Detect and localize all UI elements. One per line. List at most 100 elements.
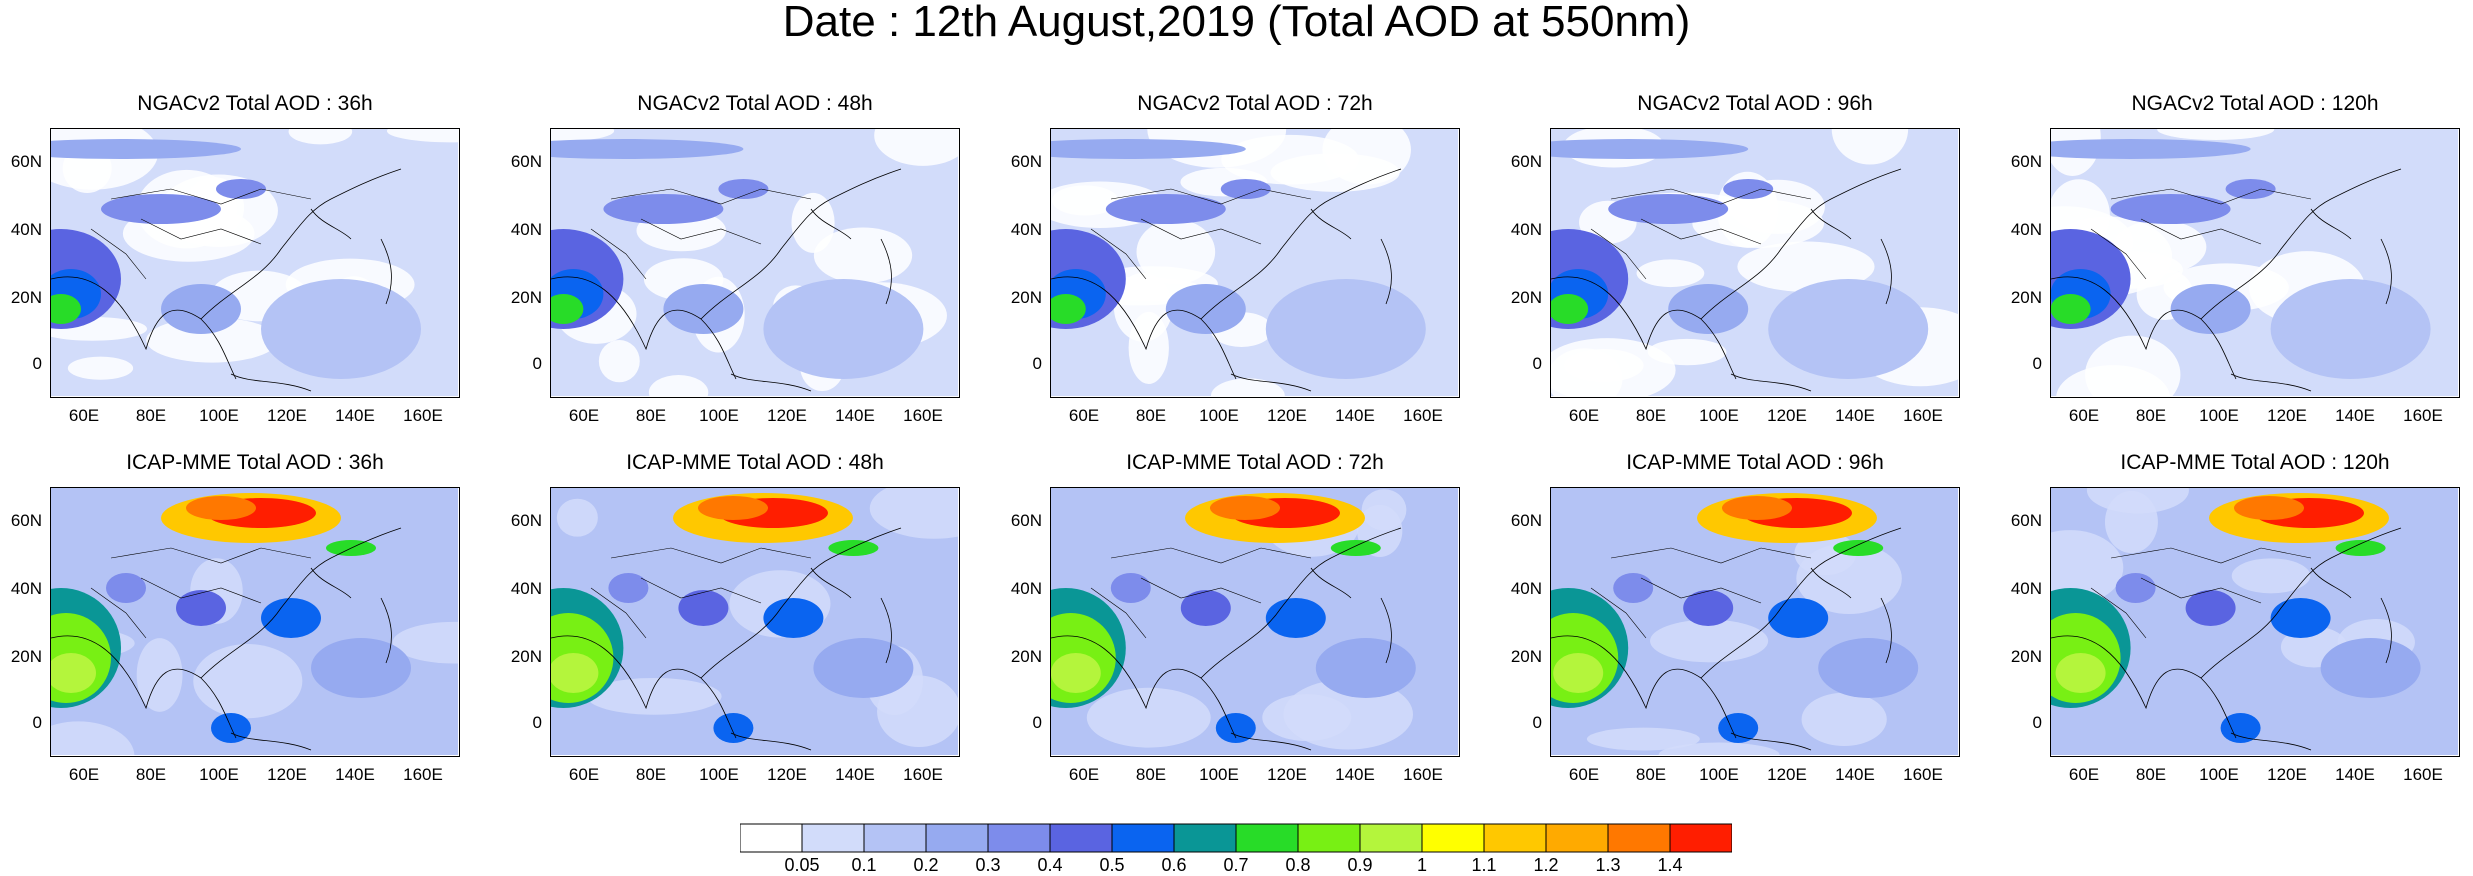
panel-title: ICAP-MME Total AOD : 120h [2120, 451, 2390, 474]
aod-plume [718, 179, 769, 199]
longitude-label: 100E [1199, 406, 1239, 425]
longitude-label: 100E [1699, 765, 1739, 784]
latitude-label: 40N [2010, 220, 2042, 239]
aod-plume [2051, 139, 2251, 159]
panel-title: NGACv2 Total AOD : 36h [137, 92, 373, 115]
latitude-label: 0 [32, 713, 42, 732]
aod-plume [2220, 713, 2261, 743]
longitude-label: 140E [2335, 406, 2375, 425]
longitude-label: 120E [2267, 765, 2307, 784]
longitude-label: 100E [1699, 406, 1739, 425]
longitude-label: 160E [903, 406, 943, 425]
longitude-label: 80E [635, 406, 667, 425]
aod-field-patch [2051, 530, 2124, 606]
aod-plume [1215, 713, 1256, 743]
colorbar-box [1483, 823, 1547, 853]
coastline [2051, 527, 2402, 751]
latitude-label: 20N [1010, 288, 1042, 307]
country-borders [590, 547, 812, 639]
country-borders [1590, 547, 1812, 639]
aod-map [2051, 129, 2458, 396]
latitude-label: 0 [2032, 713, 2042, 732]
colorbar-box [1669, 823, 1732, 853]
colorbar-label: 1.1 [1471, 855, 1497, 875]
aod-plume [1265, 598, 1326, 638]
aod-field-patch [1211, 378, 1285, 396]
aod-plume [1768, 598, 1829, 638]
colorbar-label: 0.05 [784, 855, 820, 875]
panel-title: NGACv2 Total AOD : 96h [1637, 92, 1873, 115]
aod-field-patch [67, 356, 134, 380]
aod-map-panel [1550, 128, 1960, 398]
aod-plume [603, 194, 724, 224]
aod-plume [176, 590, 226, 626]
colorbar-label: 1.4 [1657, 855, 1683, 875]
latitude-label: 20N [2010, 647, 2042, 666]
longitude-label: 120E [267, 406, 307, 425]
colorbar-label: 0.3 [975, 855, 1001, 875]
latitude-label: 60N [10, 511, 42, 530]
longitude-label: 100E [699, 765, 739, 784]
colorbar-label: 0.1 [851, 855, 877, 875]
latitude-label: 20N [10, 647, 42, 666]
panel-title: NGACv2 Total AOD : 120h [2131, 92, 2379, 115]
aod-plume [1551, 294, 1589, 324]
latitude-label: 0 [532, 354, 542, 373]
aod-plume [2225, 179, 2276, 199]
colorbar-label: 0.6 [1161, 855, 1187, 875]
aod-plume [1265, 279, 1426, 379]
longitude-label: 120E [1267, 406, 1307, 425]
colorbar-label: 0.5 [1099, 855, 1125, 875]
latitude-label: 20N [510, 288, 542, 307]
colorbar-box [925, 823, 989, 853]
aod-map-panel [50, 487, 460, 757]
aod-plume [1613, 573, 1654, 603]
colorbar-box [801, 823, 865, 853]
coastline [551, 168, 902, 392]
latitude-label: 20N [1510, 647, 1542, 666]
latitude-label: 40N [10, 220, 42, 239]
aod-colorbar [740, 823, 1732, 853]
colorbar-label: 0.7 [1223, 855, 1249, 875]
aod-field-patch [1796, 542, 1902, 615]
country-borders [1090, 547, 1312, 639]
aod-field-patch [586, 677, 722, 715]
aod-plume [51, 294, 81, 324]
longitude-label: 80E [635, 765, 667, 784]
colorbar-label: 0.8 [1285, 855, 1311, 875]
aod-field-patch [1051, 185, 1119, 216]
longitude-label: 160E [1403, 406, 1443, 425]
longitude-label: 120E [2267, 406, 2307, 425]
aod-map-panel [1050, 487, 1460, 757]
aod-plume [1768, 279, 1929, 379]
aod-plume [713, 713, 754, 743]
aod-map [1551, 488, 1958, 755]
longitude-label: 60E [68, 765, 100, 784]
aod-field-patch [1283, 679, 1414, 750]
latitude-label: 0 [1032, 354, 1042, 373]
aod-field-patch [2056, 365, 2170, 396]
latitude-label: 20N [1010, 647, 1042, 666]
aod-field-patch [2157, 129, 2275, 140]
longitude-label: 140E [835, 406, 875, 425]
aod-plume [1105, 194, 1226, 224]
aod-plume [551, 139, 744, 159]
longitude-label: 160E [1403, 765, 1443, 784]
country-borders [2090, 188, 2312, 280]
aod-plume [2115, 573, 2156, 603]
colorbar-label: 0.2 [913, 855, 939, 875]
latitude-label: 0 [2032, 354, 2042, 373]
aod-field-patch [1551, 338, 1676, 396]
aod-field-patch [1650, 619, 1769, 663]
country-borders [590, 188, 812, 280]
aod-plume [186, 496, 256, 520]
latitude-label: 0 [32, 354, 42, 373]
aod-map [551, 488, 958, 755]
colorbar-label: 0.4 [1037, 855, 1063, 875]
colorbar-box [1297, 823, 1361, 853]
aod-plume [2170, 284, 2251, 334]
aod-plume [1722, 496, 1792, 520]
aod-plume [261, 598, 321, 638]
longitude-label: 160E [903, 765, 943, 784]
aod-map-panel [550, 487, 960, 757]
